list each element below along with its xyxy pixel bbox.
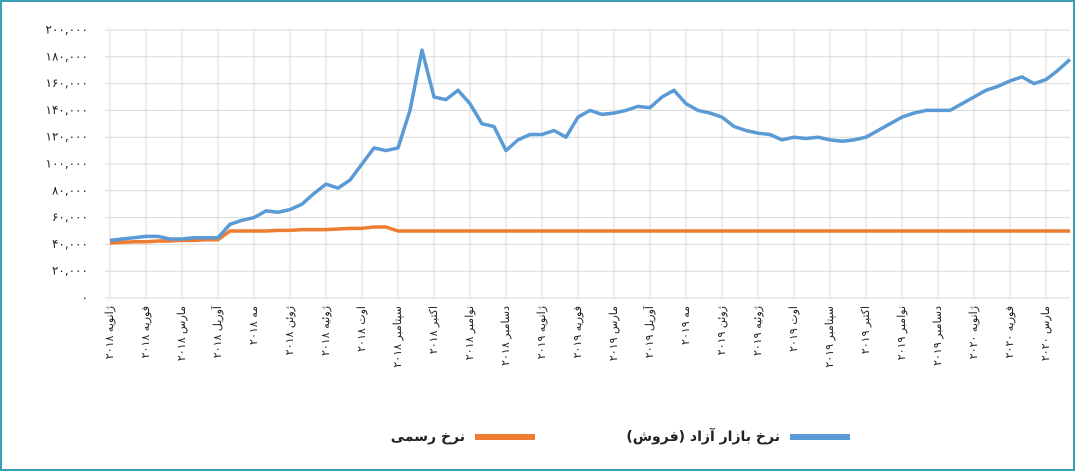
x-tick-label: اوت ۲۰۱۸ — [355, 306, 368, 352]
x-tick-label: مه ۲۰۱۸ — [247, 306, 260, 345]
y-tick-label: ۱۶۰,۰۰۰ — [46, 76, 89, 90]
series-line — [109, 48, 1072, 243]
x-tick-label: دسامبر ۲۰۱۸ — [499, 306, 512, 366]
x-tick-label: ژانویه ۲۰۱۸ — [103, 306, 116, 359]
y-tick-label: ۶۰,۰۰۰ — [52, 210, 88, 224]
x-tick-label: ژوئن ۲۰۱۸ — [283, 306, 296, 355]
x-tick-label: اوت ۲۰۱۹ — [787, 306, 800, 352]
x-tick-label: سپتامبر ۲۰۱۹ — [823, 306, 836, 368]
x-tick-label: ژانویه ۲۰۲۰ — [967, 306, 980, 359]
x-tick-label: اکتبر ۲۰۱۹ — [859, 306, 872, 354]
y-tick-label: ۱۰۰,۰۰۰ — [46, 157, 89, 171]
x-tick-label: ژوئن ۲۰۱۹ — [715, 306, 728, 355]
legend-label: نرخ رسمی — [391, 429, 465, 445]
x-tick-label: مارس ۲۰۱۸ — [175, 306, 188, 361]
legend-label: نرخ بازار آزاد (فروش) — [626, 427, 780, 445]
x-tick-label: آوریل ۲۰۱۸ — [210, 305, 224, 358]
x-tick-label: ژانویه ۲۰۱۹ — [535, 306, 548, 359]
y-tick-label: ۱۴۰,۰۰۰ — [46, 103, 89, 117]
x-tick-label: ژوئیه ۲۰۱۸ — [319, 306, 332, 356]
x-tick-label: مارس ۲۰۱۹ — [607, 306, 620, 361]
y-tick-label: ۲۰,۰۰۰ — [52, 264, 88, 278]
y-tick-label: ۸۰,۰۰۰ — [52, 183, 88, 197]
y-tick-label: ۴۰,۰۰۰ — [52, 237, 88, 251]
x-tick-label: فوریه ۲۰۱۸ — [139, 306, 152, 358]
y-tick-label: ٠ — [82, 291, 88, 305]
x-tick-label: فوریه ۲۰۱۹ — [571, 306, 584, 358]
y-tick-label: ۲۰۰,۰۰۰ — [46, 23, 89, 37]
series-line — [109, 225, 1070, 245]
x-tick-label: ژوئیه ۲۰۱۹ — [751, 306, 764, 356]
x-tick-label: نوامبر ۲۰۱۹ — [895, 306, 908, 360]
x-tick-label: سپتامبر ۲۰۱۸ — [391, 306, 404, 368]
x-tick-label: نوامبر ۲۰۱۸ — [463, 306, 476, 360]
x-tick-label: اکتبر ۲۰۱۸ — [427, 306, 440, 354]
x-tick-label: فوریه ۲۰۲۰ — [1003, 306, 1016, 358]
y-tick-label: ۱۲۰,۰۰۰ — [46, 130, 89, 144]
x-tick-label: مارس ۲۰۲۰ — [1039, 306, 1052, 361]
x-tick-label: آوریل ۲۰۱۹ — [642, 305, 656, 358]
x-tick-label: مه ۲۰۱۹ — [679, 306, 692, 345]
y-tick-label: ۱۸۰,۰۰۰ — [46, 49, 89, 63]
x-tick-label: دسامبر ۲۰۱۹ — [931, 306, 944, 366]
